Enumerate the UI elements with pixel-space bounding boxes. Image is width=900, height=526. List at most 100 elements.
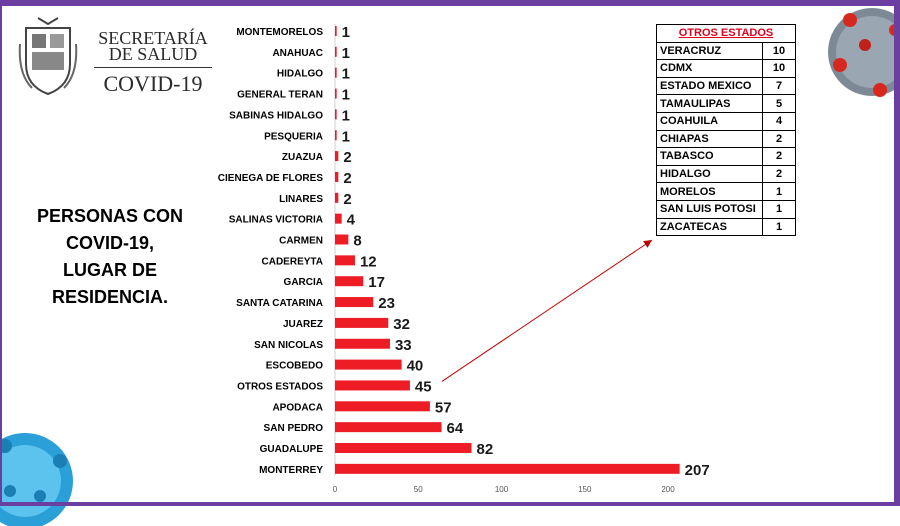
category-label: HIDALGO [277, 69, 323, 80]
bar [335, 109, 337, 120]
data-label: 12 [360, 253, 377, 270]
otros-estados-row: TABASCO 2 [656, 147, 796, 166]
program-name: COVID-19 [103, 71, 203, 96]
category-label: CARMEN [279, 236, 323, 247]
bar [335, 359, 402, 370]
bar [335, 151, 339, 162]
data-label: 8 [353, 233, 361, 250]
otros-estados-count: 5 [762, 94, 796, 113]
otros-estados-row: CHIAPAS 2 [656, 129, 796, 149]
otros-estados-row: SAN LUIS POTOSI 1 [656, 199, 796, 219]
bar [335, 463, 680, 474]
category-label: ESCOBEDO [266, 361, 323, 372]
data-label: 1 [342, 66, 350, 83]
category-label: PESQUERIA [264, 131, 323, 142]
bar [335, 338, 390, 349]
data-label: 1 [342, 87, 350, 104]
otros-estados-count: 7 [762, 76, 796, 96]
otros-estados-state: CHIAPAS [656, 129, 763, 149]
bar [335, 443, 472, 453]
category-label: OTROS ESTADOS [237, 381, 323, 392]
otros-estados-row: VERACRUZ 10 [656, 41, 796, 61]
bar [335, 234, 349, 245]
otros-estados-title: OTROS ESTADOS [656, 24, 796, 43]
otros-estados-state: ESTADO MEXICO [656, 76, 763, 96]
otros-estados-state: VERACRUZ [656, 41, 763, 61]
otros-estados-row: ZACATECAS 1 [656, 217, 796, 237]
data-label: 33 [395, 337, 412, 354]
otros-estados-count: 2 [762, 129, 796, 149]
otros-estados-count: 10 [762, 41, 796, 61]
bar [335, 46, 337, 57]
category-label: CIENEGA DE FLORES [218, 173, 324, 184]
side-title-line3: LUGAR DE [63, 260, 157, 280]
otros-estados-header-row: OTROS ESTADOS [656, 24, 796, 43]
otros-estados-state: TAMAULIPAS [656, 94, 763, 113]
bar [335, 213, 342, 224]
coat-of-arms-logo [18, 17, 78, 96]
bar [335, 130, 337, 141]
ministry-header: SECRETARÍA DE SALUD COVID-19 [88, 29, 218, 96]
side-title-line2: COVID-19, [65, 233, 155, 253]
otros-estados-row: CDMX 10 [656, 59, 796, 78]
data-label: 1 [342, 128, 350, 145]
otros-estados-row: TAMAULIPAS 5 [656, 94, 796, 113]
otros-estados-state: TABASCO [656, 147, 763, 166]
data-label: 23 [378, 295, 395, 312]
residence-bar-chart: MONTEMORELOS 1 ANAHUAC 1 HIDALGO 1 GENERAL TER… [218, 24, 710, 494]
bar [335, 67, 337, 78]
side-title-line4: RESIDENCIA. [51, 287, 168, 307]
category-label: SANTA CATARINA [236, 298, 323, 309]
category-label: JUAREZ [283, 319, 323, 330]
otros-estados-count: 1 [762, 182, 796, 201]
org-name-line2: DE SALUD [108, 44, 198, 64]
data-label: 64 [447, 420, 464, 437]
bar [335, 317, 389, 328]
category-label: ZUAZUA [282, 152, 323, 163]
category-label: GUADALUPE [260, 444, 324, 455]
category-label: CADEREYTA [262, 256, 323, 267]
category-label: LINARES [279, 194, 323, 205]
bar [335, 88, 337, 99]
category-label: ANAHUAC [272, 48, 323, 59]
data-label: 2 [343, 149, 351, 166]
data-label: 82 [477, 441, 494, 458]
otros-estados-count: 2 [762, 164, 796, 184]
bar [335, 26, 337, 36]
category-label: SABINAS HIDALGO [229, 110, 323, 121]
category-label: GENERAL TERAN [237, 90, 323, 101]
otros-estados-row: COAHUILA 4 [656, 111, 796, 131]
bar [335, 380, 410, 391]
chart-side-title: PERSONAS CON COVID-19, LUGAR DE RESIDENC… [22, 203, 198, 311]
pointer-arrow-line [441, 239, 653, 382]
otros-estados-row: ESTADO MEXICO 7 [656, 76, 796, 96]
category-label: SAN NICOLAS [254, 340, 323, 351]
otros-estados-count: 1 [762, 217, 796, 237]
x-tick-label: 150 [578, 485, 592, 494]
category-label: MONTERREY [259, 465, 323, 476]
data-label: 2 [343, 170, 351, 187]
category-label: MONTEMORELOS [236, 27, 323, 38]
data-label: 4 [347, 212, 356, 229]
data-label: 1 [342, 45, 350, 62]
category-label: SAN PEDRO [264, 423, 324, 434]
data-label: 57 [435, 399, 452, 416]
data-label: 45 [415, 378, 432, 395]
bar [335, 276, 364, 287]
otros-estados-state: CDMX [656, 59, 763, 78]
otros-estados-count: 1 [762, 199, 796, 219]
category-label: SALINAS VICTORIA [229, 215, 323, 226]
bar [335, 422, 442, 433]
otros-estados-row: MORELOS 1 [656, 182, 796, 201]
category-label: GARCIA [284, 277, 323, 288]
otros-estados-state: COAHUILA [656, 111, 763, 131]
x-tick-label: 50 [414, 485, 423, 494]
bar [335, 171, 339, 182]
otros-estados-count: 10 [762, 59, 796, 78]
data-label: 1 [342, 107, 350, 124]
data-label: 40 [407, 358, 424, 375]
x-tick-label: 0 [333, 485, 338, 494]
header-divider [94, 67, 212, 68]
otros-estados-table: OTROS ESTADOS VERACRUZ 10 CDMX 10 ESTADO MEX… [656, 24, 796, 237]
category-label: APODACA [272, 402, 323, 413]
